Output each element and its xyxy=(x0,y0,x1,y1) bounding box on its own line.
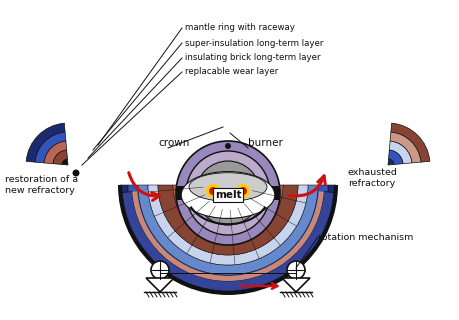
Wedge shape xyxy=(120,185,335,293)
Wedge shape xyxy=(173,185,282,240)
Text: insulating brick long-term layer: insulating brick long-term layer xyxy=(185,53,320,62)
Wedge shape xyxy=(390,123,429,162)
Circle shape xyxy=(176,141,280,245)
Text: replacable wear layer: replacable wear layer xyxy=(185,68,278,76)
Wedge shape xyxy=(387,159,393,165)
Circle shape xyxy=(286,261,304,279)
Text: rotation mechanism: rotation mechanism xyxy=(317,233,413,242)
Wedge shape xyxy=(193,185,263,220)
Text: crown: crown xyxy=(157,138,189,148)
Bar xyxy=(176,186,280,200)
Text: exhausted
refractory: exhausted refractory xyxy=(347,168,397,188)
Wedge shape xyxy=(128,185,327,285)
Wedge shape xyxy=(183,185,272,230)
Circle shape xyxy=(224,143,230,149)
Wedge shape xyxy=(389,132,420,163)
Polygon shape xyxy=(281,278,309,292)
Wedge shape xyxy=(26,123,65,162)
Circle shape xyxy=(196,161,259,225)
Wedge shape xyxy=(132,191,323,281)
Wedge shape xyxy=(62,159,68,165)
Circle shape xyxy=(151,261,168,279)
Wedge shape xyxy=(118,185,337,295)
Circle shape xyxy=(73,170,79,177)
Text: super-insulation long-term layer: super-insulation long-term layer xyxy=(185,38,323,47)
Ellipse shape xyxy=(189,173,266,201)
Text: mantle ring with raceway: mantle ring with raceway xyxy=(185,23,294,33)
Ellipse shape xyxy=(181,172,274,218)
Circle shape xyxy=(206,184,219,198)
Wedge shape xyxy=(148,185,308,265)
Text: burner: burner xyxy=(247,138,282,148)
Text: melt: melt xyxy=(214,190,241,200)
Wedge shape xyxy=(35,132,66,163)
Wedge shape xyxy=(388,150,402,164)
Wedge shape xyxy=(44,141,67,164)
Circle shape xyxy=(235,184,249,198)
Circle shape xyxy=(239,187,246,195)
Polygon shape xyxy=(146,278,174,292)
Wedge shape xyxy=(122,192,333,291)
Circle shape xyxy=(208,187,217,195)
Wedge shape xyxy=(53,150,67,164)
Text: restoration of a
new refractory: restoration of a new refractory xyxy=(5,175,78,195)
Circle shape xyxy=(185,151,269,235)
Wedge shape xyxy=(157,185,297,255)
Wedge shape xyxy=(388,141,411,164)
Wedge shape xyxy=(138,185,317,275)
Ellipse shape xyxy=(178,174,277,216)
